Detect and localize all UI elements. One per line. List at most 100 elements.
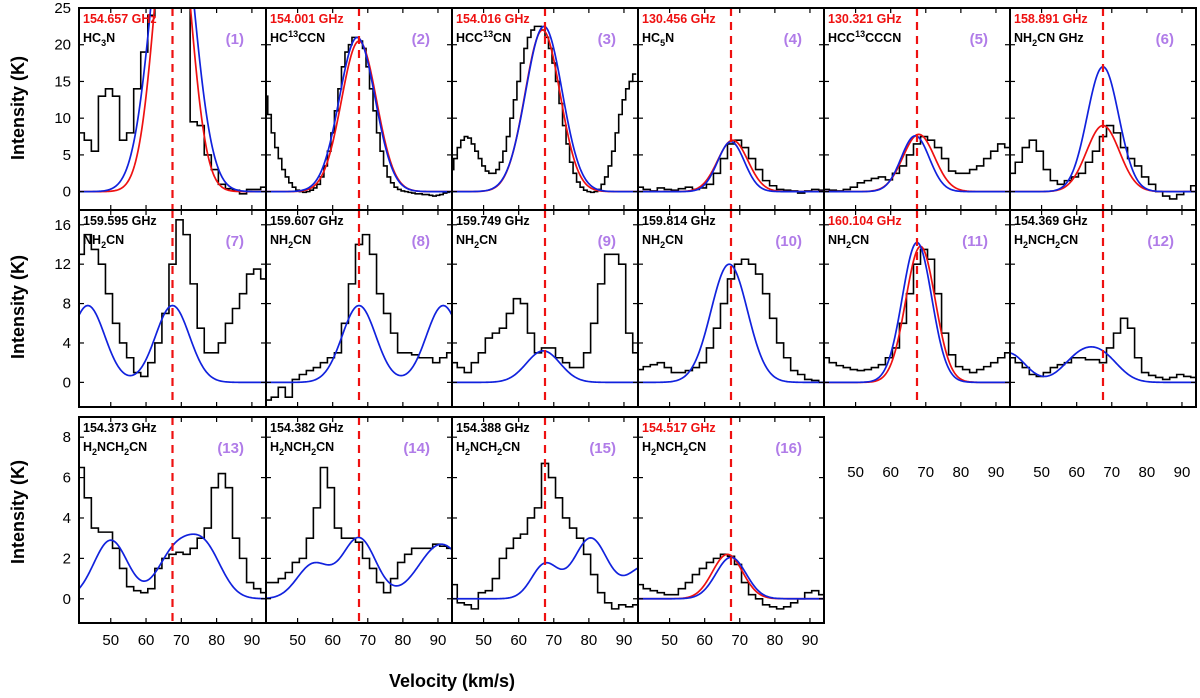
- plot-area: [79, 210, 266, 407]
- spectrum-panel-14: 154.382 GHz H2NCH2CN (14): [265, 416, 453, 624]
- y-tick-label: 16: [54, 217, 71, 234]
- x-axis-label: Velocity (km/s): [389, 671, 515, 691]
- line-frequency-label: 154.517 GHz: [642, 421, 716, 435]
- line-frequency-label: 159.595 GHz: [83, 214, 157, 228]
- observed-spectrum-histogram: [79, 219, 266, 378]
- panel-index-label: (3): [598, 31, 616, 48]
- x-tick-label: 80: [208, 632, 225, 649]
- x-tick-label: 70: [545, 632, 562, 649]
- panel-index-label: (9): [598, 233, 616, 250]
- species-label: H2NCH2CN: [83, 440, 147, 457]
- spectrum-panel-2: 154.001 GHz HC13CCN (2): [265, 7, 453, 211]
- panel-index-label: (1): [226, 31, 244, 48]
- line-frequency-label: 160.104 GHz: [828, 214, 902, 228]
- species-label: HC3N: [83, 31, 115, 48]
- y-tick-label: 0: [63, 184, 71, 201]
- plot-area: [266, 417, 452, 623]
- x-tick-label: 50: [289, 632, 306, 649]
- x-tick-label: 90: [430, 632, 447, 649]
- y-tick-label: 10: [54, 110, 71, 127]
- y-tick-label: 8: [63, 296, 71, 313]
- plot-area: [638, 417, 824, 623]
- plot-area: [452, 210, 638, 407]
- species-label: HCC13CN: [456, 29, 511, 45]
- panel-index-label: (16): [775, 440, 802, 457]
- spectrum-panel-16: 154.517 GHz H2NCH2CN (16): [637, 416, 825, 624]
- ticks-layer: 0 5 10 15 20 25 0 4 8 12 16 0 2 4 6 8 50 60 70 80 90 50 60 70 80…: [54, 0, 1190, 649]
- y-tick-label: 0: [63, 591, 71, 608]
- x-tick-label: 50: [102, 632, 119, 649]
- plot-area: [638, 210, 824, 407]
- species-label: NH2CN: [270, 233, 311, 250]
- spectrum-panel-1: 154.657 GHz HC3N (1): [78, 7, 267, 211]
- x-tick-label: 90: [1174, 464, 1191, 481]
- panel-index-label: (4): [784, 31, 802, 48]
- spectrum-panel-10: 159.814 GHz NH2CN (10): [637, 209, 825, 408]
- x-tick-label: 60: [510, 632, 527, 649]
- x-tick-label: 80: [1139, 464, 1156, 481]
- y-tick-label: 8: [63, 429, 71, 446]
- x-tick-label: 80: [395, 632, 412, 649]
- spectrum-panel-6: 158.891 GHz NH2CN GHz (6): [1009, 7, 1197, 211]
- panel-index-label: (8): [412, 233, 430, 250]
- panel-index-label: (5): [970, 31, 988, 48]
- plot-area: [452, 417, 638, 623]
- observed-spectrum-histogram: [79, 466, 266, 594]
- x-tick-label: 70: [917, 464, 934, 481]
- x-tick-label: 90: [802, 632, 819, 649]
- species-label: H2NCH2CN: [270, 440, 334, 457]
- line-frequency-label: 130.456 GHz: [642, 12, 716, 26]
- model-fit-blue-curve: [266, 536, 452, 600]
- line-frequency-label: 159.749 GHz: [456, 214, 530, 228]
- x-tick-label: 70: [173, 632, 190, 649]
- species-label: NH2CN: [456, 233, 497, 250]
- plot-area: [824, 8, 1010, 210]
- observed-spectrum-histogram: [638, 553, 824, 610]
- y-tick-label: 6: [63, 470, 71, 487]
- y-tick-label: 20: [54, 37, 71, 54]
- panel-index-label: (15): [589, 440, 616, 457]
- plot-area: [452, 8, 638, 210]
- x-tick-label: 70: [1103, 464, 1120, 481]
- line-frequency-label: 154.373 GHz: [83, 421, 157, 435]
- species-label: NH2CN: [83, 233, 124, 250]
- panel-index-label: (13): [217, 440, 244, 457]
- model-fit-blue-curve: [266, 304, 452, 384]
- spectrum-panel-7: 159.595 GHz NH2CN (7): [78, 209, 267, 408]
- x-tick-label: 70: [359, 632, 376, 649]
- x-tick-label: 80: [581, 632, 598, 649]
- observed-spectrum-histogram: [824, 135, 1010, 192]
- panel-index-label: (7): [226, 233, 244, 250]
- species-label: H2NCH2CN: [1014, 233, 1078, 250]
- plot-area: [266, 8, 452, 210]
- line-frequency-label: 154.369 GHz: [1014, 214, 1088, 228]
- species-label: NH2CN: [828, 233, 869, 250]
- x-tick-label: 70: [731, 632, 748, 649]
- observed-spectrum-histogram: [452, 253, 638, 374]
- x-tick-label: 60: [324, 632, 341, 649]
- plot-area: [824, 210, 1010, 407]
- line-frequency-label: 159.607 GHz: [270, 214, 344, 228]
- model-fit-blue-curve: [79, 8, 266, 193]
- species-label: H2NCH2CN: [456, 440, 520, 457]
- x-tick-label: 90: [616, 632, 633, 649]
- y-tick-label: 15: [54, 73, 71, 90]
- line-frequency-label: 159.814 GHz: [642, 214, 716, 228]
- y-axis-label-row-2: Intensity (K): [8, 255, 28, 359]
- x-tick-label: 60: [138, 632, 155, 649]
- observed-spectrum-histogram: [266, 466, 452, 594]
- line-frequency-label: 130.321 GHz: [828, 12, 902, 26]
- x-tick-label: 60: [696, 632, 713, 649]
- spectrum-panel-4: 130.456 GHz HC5N (4): [637, 7, 825, 211]
- model-fit-blue-curve: [79, 304, 266, 384]
- x-tick-label: 50: [475, 632, 492, 649]
- observed-spectrum-histogram: [79, 8, 266, 195]
- species-label: HC13CCN: [270, 29, 325, 45]
- spectrum-panel-13: 154.373 GHz H2NCH2CN (13): [78, 416, 267, 624]
- species-label: NH2CN GHz: [1014, 31, 1084, 48]
- plot-area: [79, 8, 266, 210]
- model-fit-red-curve: [79, 8, 266, 193]
- species-label: H2NCH2CN: [642, 440, 706, 457]
